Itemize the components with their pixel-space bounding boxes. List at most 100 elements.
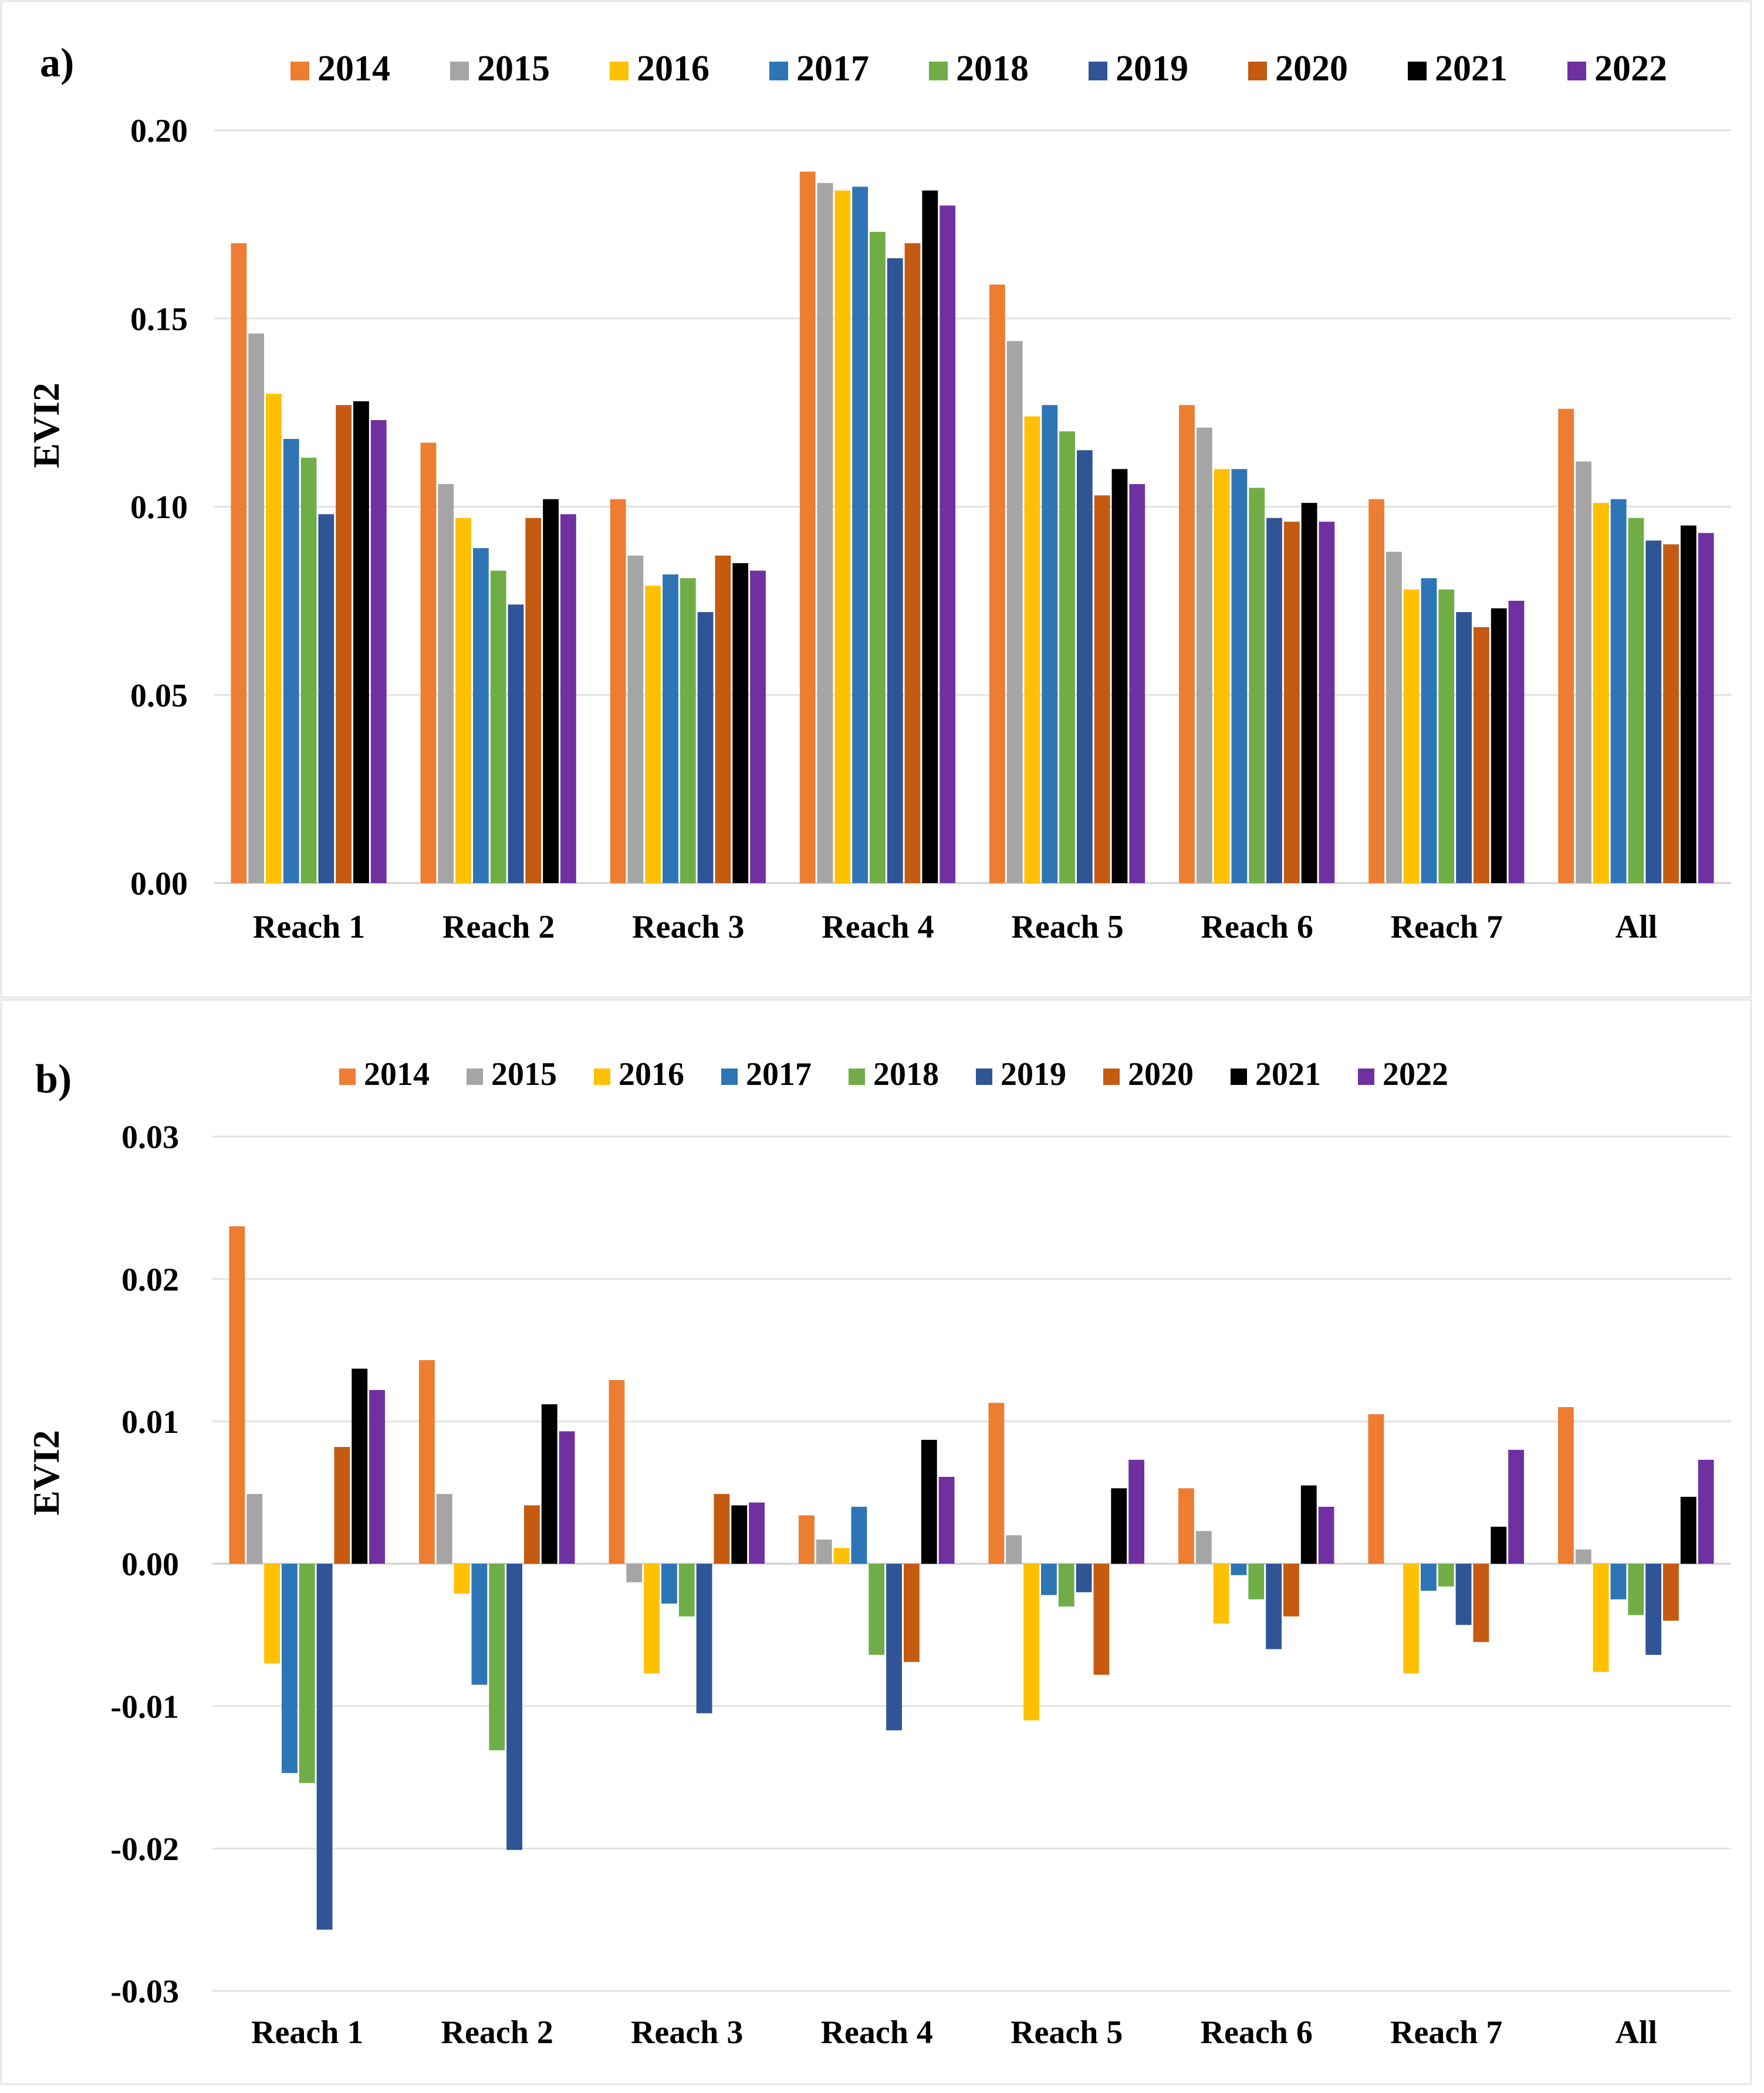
bar-b-reach-2-2018	[489, 1564, 505, 1750]
bar-a-reach-2-2016	[455, 518, 471, 883]
bar-b-reach-4-2021	[921, 1439, 937, 1564]
bar-a-reach-7-2016	[1403, 589, 1420, 883]
bar-a-reach-3-2022	[750, 570, 766, 883]
x-category-label: Reach 7	[1390, 2014, 1502, 2051]
x-category-label: Reach 4	[822, 909, 934, 945]
y-tick-label: 0.00	[121, 1547, 179, 1583]
y-tick-label: 0.10	[130, 489, 188, 526]
bar-b-reach-6-2019	[1266, 1564, 1282, 1649]
bar-a-reach-1-2017	[283, 439, 299, 883]
bar-a-reach-2-2018	[490, 570, 506, 883]
x-category-label: All	[1615, 2014, 1657, 2051]
legend-label: 2015	[477, 49, 550, 89]
bar-b-reach-4-2017	[851, 1506, 867, 1564]
legend-swatch	[929, 62, 948, 80]
bar-a-reach-4-2020	[904, 243, 921, 884]
bar-a-reach-3-2016	[645, 586, 661, 883]
legend-swatch	[467, 1069, 483, 1085]
bar-b-reach-1-2016	[264, 1564, 280, 1663]
legend-swatch	[610, 62, 628, 80]
y-tick-label: 0.03	[121, 1120, 179, 1156]
legend-swatch	[976, 1069, 992, 1085]
bar-a-reach-6-2016	[1214, 469, 1230, 883]
bar-b-all-2021	[1680, 1496, 1697, 1564]
bar-a-reach-1-2022	[370, 420, 387, 883]
bar-b-reach-1-2020	[334, 1447, 350, 1564]
bar-a-all-2019	[1645, 540, 1662, 883]
legend-swatch	[1408, 62, 1427, 80]
bar-a-reach-6-2017	[1231, 469, 1248, 883]
bar-b-reach-2-2020	[524, 1505, 540, 1564]
bar-a-reach-5-2017	[1042, 405, 1058, 883]
legend-label: 2019	[1001, 1056, 1066, 1093]
x-category-label: Reach 7	[1391, 909, 1503, 945]
bar-b-all-2018	[1628, 1564, 1644, 1615]
bar-a-reach-7-2018	[1438, 589, 1455, 883]
x-category-label: Reach 2	[442, 909, 555, 945]
bar-b-reach-4-2018	[869, 1564, 885, 1655]
panel-a-label: a)	[40, 40, 74, 86]
y-tick-label: 0.20	[130, 113, 188, 150]
bar-a-reach-4-2017	[852, 187, 869, 884]
bar-a-reach-3-2020	[715, 555, 731, 883]
bar-b-reach-6-2021	[1300, 1485, 1317, 1564]
bar-b-reach-3-2021	[731, 1505, 748, 1564]
bar-a-reach-2-2021	[543, 499, 559, 883]
bar-b-all-2019	[1645, 1564, 1662, 1655]
x-category-label: All	[1616, 909, 1658, 945]
y-tick-label: 0.00	[130, 866, 188, 902]
x-category-label: Reach 3	[631, 2014, 743, 2051]
legend-swatch	[594, 1069, 610, 1085]
x-category-label: Reach 4	[821, 2014, 933, 2051]
bar-b-all-2017	[1610, 1564, 1627, 1600]
bar-a-reach-3-2019	[697, 612, 714, 883]
bar-b-reach-6-2014	[1178, 1488, 1194, 1564]
bar-a-reach-1-2019	[318, 514, 334, 883]
bar-b-reach-3-2019	[696, 1564, 712, 1713]
legend-label: 2019	[1116, 49, 1188, 89]
bar-a-reach-7-2014	[1368, 499, 1385, 883]
bar-a-reach-4-2018	[870, 232, 886, 884]
y-tick-label: -0.01	[110, 1689, 179, 1725]
y-tick-label: 0.02	[121, 1262, 179, 1298]
legend-label: 2020	[1128, 1056, 1194, 1093]
bar-a-reach-1-2021	[353, 401, 369, 883]
x-category-label: Reach 3	[632, 909, 744, 945]
bar-b-reach-3-2022	[749, 1502, 765, 1564]
bar-b-reach-5-2017	[1040, 1564, 1057, 1595]
bar-b-reach-5-2020	[1093, 1564, 1110, 1675]
bar-b-all-2020	[1663, 1564, 1679, 1621]
bar-b-reach-6-2016	[1213, 1564, 1229, 1624]
bar-b-reach-4-2020	[904, 1564, 920, 1662]
bar-a-all-2015	[1576, 461, 1591, 883]
y-tick-label: 0.05	[130, 678, 188, 714]
bar-a-reach-6-2022	[1319, 522, 1335, 883]
bar-a-reach-3-2014	[610, 499, 626, 883]
bar-b-reach-4-2019	[886, 1564, 903, 1730]
y-axis-label: EVI2	[25, 1430, 67, 1516]
legend-swatch	[721, 1069, 738, 1085]
bar-b-reach-6-2020	[1283, 1564, 1299, 1617]
bar-b-reach-5-2021	[1111, 1488, 1127, 1564]
bar-a-reach-7-2020	[1474, 627, 1489, 883]
bar-a-reach-1-2014	[231, 243, 247, 884]
legend-label: 2020	[1275, 49, 1348, 89]
bar-a-all-2016	[1593, 503, 1609, 883]
legend-swatch	[1089, 62, 1107, 80]
bar-a-reach-3-2018	[680, 578, 696, 883]
x-category-label: Reach 6	[1201, 2014, 1313, 2051]
bar-a-reach-5-2018	[1059, 431, 1075, 883]
bar-a-reach-2-2014	[420, 442, 437, 883]
bar-a-all-2014	[1558, 408, 1574, 883]
bar-a-reach-5-2020	[1094, 495, 1110, 883]
bar-a-reach-5-2021	[1111, 469, 1128, 883]
panel-b-border	[0, 999, 1752, 2085]
bar-b-all-2014	[1557, 1407, 1574, 1564]
bar-b-reach-6-2022	[1318, 1506, 1334, 1564]
bar-b-reach-7-2018	[1438, 1564, 1454, 1587]
bar-a-reach-5-2015	[1006, 341, 1023, 883]
legend-swatch	[290, 62, 309, 80]
legend-label: 2021	[1255, 1056, 1321, 1093]
